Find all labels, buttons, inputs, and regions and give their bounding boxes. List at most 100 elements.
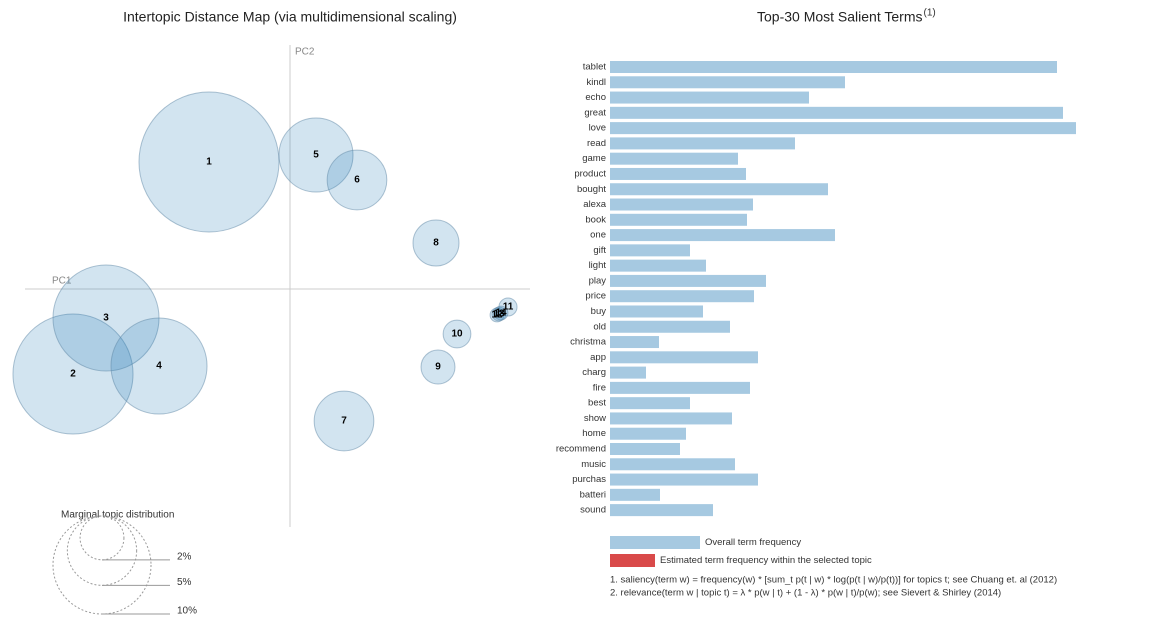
term-label: best <box>588 398 606 409</box>
term-bar <box>610 274 766 287</box>
term-bar <box>610 320 730 333</box>
term-bar <box>610 61 1057 73</box>
term-label: gift <box>593 245 606 256</box>
term-label: product <box>574 168 606 179</box>
term-bar <box>610 366 646 379</box>
size-legend-circle <box>79 515 125 561</box>
legend-swatch <box>610 554 655 567</box>
topic-label: 7 <box>341 416 347 427</box>
term-label: sound <box>580 505 606 516</box>
term-label: fire <box>593 382 606 393</box>
term-label: alexa <box>583 199 606 210</box>
topic-label: 11 <box>503 302 514 313</box>
term-bar <box>610 351 758 364</box>
term-label: purchas <box>572 474 606 485</box>
term-label: app <box>590 352 606 363</box>
term-label: bought <box>577 184 606 195</box>
term-bar <box>610 167 746 180</box>
term-label: batteri <box>580 489 606 500</box>
legend-label: Estimated term frequency within the sele… <box>660 555 872 566</box>
map-title: Intertopic Distance Map (via multidimens… <box>123 9 457 25</box>
footnote: 1. saliency(term w) = frequency(w) * [su… <box>610 575 1057 586</box>
term-bar <box>610 473 758 486</box>
term-bar <box>610 122 1076 135</box>
term-bar <box>610 198 753 211</box>
term-label: recommend <box>556 444 606 455</box>
legend-swatch <box>610 536 700 549</box>
term-label: game <box>582 153 606 164</box>
topic-bubble <box>138 91 280 233</box>
topic-bubble <box>313 390 375 452</box>
term-label: echo <box>585 92 606 103</box>
term-bar <box>610 183 828 196</box>
topic-bubble <box>442 319 472 349</box>
topic-label: 10 <box>451 329 463 340</box>
term-bar <box>610 91 809 104</box>
size-legend-title: Marginal topic distribution <box>61 510 174 521</box>
term-bar <box>610 137 795 150</box>
term-label: light <box>589 260 607 271</box>
term-label: play <box>589 275 607 286</box>
topic-label: 2 <box>70 369 76 380</box>
size-legend-circle <box>52 515 152 615</box>
term-label: read <box>587 138 606 149</box>
term-bar <box>610 336 659 349</box>
term-bar <box>610 458 735 471</box>
term-bar <box>610 488 660 501</box>
topic-bubble <box>412 219 460 267</box>
term-bar <box>610 152 738 165</box>
term-label: great <box>584 107 606 118</box>
term-bar <box>610 381 750 394</box>
footnote: 2. relevance(term w | topic t) = λ * p(w… <box>610 588 1001 599</box>
terms-title-superscript: (1) <box>923 8 935 19</box>
term-bar <box>610 412 732 425</box>
topic-label: 12 <box>491 310 503 321</box>
term-label: tablet <box>583 62 607 73</box>
topic-bubble <box>493 305 509 321</box>
size-legend-label: 2% <box>177 551 192 562</box>
term-bar <box>610 259 706 272</box>
term-bar <box>610 106 1063 119</box>
terms-title: Top-30 Most Salient Terms <box>757 9 922 25</box>
topic-bubble <box>110 317 208 415</box>
term-label: music <box>581 459 606 470</box>
term-label: christma <box>570 337 607 348</box>
size-legend-label: 10% <box>177 606 197 617</box>
term-label: book <box>585 214 606 225</box>
term-bar <box>610 305 703 318</box>
term-label: price <box>585 291 606 302</box>
topic-bubble <box>326 149 388 211</box>
topic-bubble <box>12 313 134 435</box>
topic-label: 5 <box>313 150 319 161</box>
size-legend-circle <box>66 515 138 586</box>
term-label: kindl <box>586 77 606 88</box>
term-bar <box>610 229 835 242</box>
topic-label: 4 <box>156 361 162 372</box>
topic-label: 9 <box>435 362 441 373</box>
size-legend-label: 5% <box>177 577 192 588</box>
topic-label: 3 <box>103 313 109 324</box>
term-label: buy <box>591 306 607 317</box>
term-bar <box>610 76 845 89</box>
topic-label: 6 <box>354 175 360 186</box>
topic-label: 8 <box>433 238 439 249</box>
term-label: one <box>590 230 606 241</box>
topic-label: 14 <box>495 308 507 319</box>
topic-bubble <box>278 117 354 193</box>
term-label: show <box>584 413 606 424</box>
term-label: charg <box>582 367 606 378</box>
term-bar <box>610 213 747 226</box>
term-label: home <box>582 428 606 439</box>
term-bar <box>610 443 680 455</box>
pc2-label: PC2 <box>295 47 315 58</box>
term-bar <box>610 427 686 440</box>
term-bar <box>610 397 690 410</box>
topic-label: 13 <box>493 309 505 320</box>
term-bar <box>610 290 754 303</box>
term-label: love <box>589 123 606 134</box>
term-bar <box>610 504 713 517</box>
term-bar <box>610 244 690 257</box>
term-label: old <box>593 321 606 332</box>
topic-bubble <box>420 349 456 385</box>
